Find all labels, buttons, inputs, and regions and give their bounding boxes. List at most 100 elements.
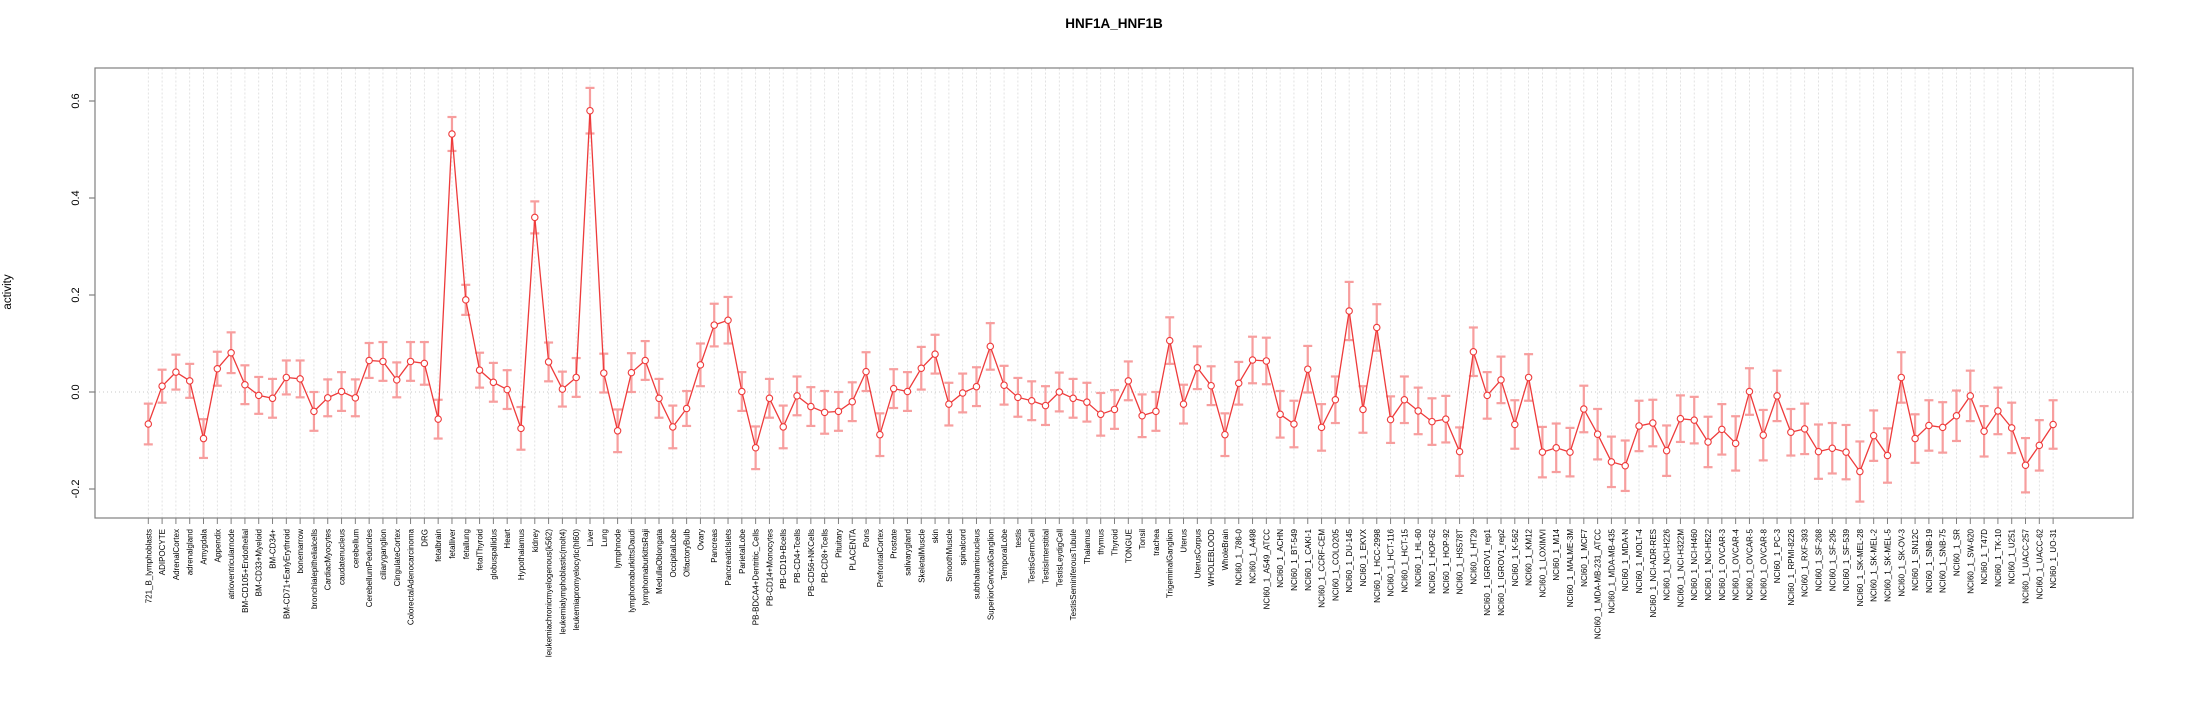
x-tick-label: Lung (600, 529, 609, 547)
data-point (1221, 430, 1229, 439)
x-tick-label: BM-CD105+Endothelial (241, 529, 250, 613)
x-tick-label: NCI60_1_MALME-3M (1566, 529, 1575, 608)
x-tick-label: CerebellumPeduncles (365, 529, 374, 607)
y-tick-label: 0.0 (70, 384, 82, 399)
data-point (779, 423, 787, 431)
data-point (1359, 405, 1367, 414)
x-tick-label: TestisSeminiferousTubule (1069, 528, 1078, 620)
data-point (1373, 323, 1381, 332)
data-point (793, 392, 801, 400)
x-tick-label: PrefrontalCortex (876, 529, 885, 587)
x-tick-label: MedullaOblongata (655, 528, 664, 593)
data-point (1400, 396, 1409, 404)
x-tick-label: thymus (1097, 529, 1106, 555)
x-tick-label: 721_B_lymphoblasts (144, 529, 153, 603)
data-point (199, 434, 208, 443)
data-point (917, 364, 926, 372)
data-point (462, 296, 470, 304)
data-point (310, 407, 318, 416)
x-tick-label: fetalliver (448, 529, 457, 559)
x-tick-label: AdrenalCortex (172, 529, 181, 580)
x-tick-label: Heart (503, 528, 512, 548)
data-point (1027, 396, 1036, 405)
data-point (1787, 428, 1795, 437)
data-point (834, 407, 843, 416)
data-point (931, 350, 939, 358)
data-point (489, 378, 498, 387)
x-tick-label: BM-CD33+Myeloid (255, 529, 264, 596)
x-tick-label: ColorectalAdenocarcinoma (407, 528, 416, 625)
x-tick-label: fetallung (462, 529, 471, 559)
x-tick-label: NCI60_1_PC-3 (1773, 528, 1782, 583)
x-tick-label: SmoothMuscle (945, 528, 954, 581)
x-tick-label: NCI60_1_RXF-393 (1801, 528, 1810, 597)
data-point (172, 368, 180, 376)
x-tick-label: NCI60_1_OVCAR-8 (1759, 528, 1768, 600)
data-point (1193, 363, 1202, 372)
data-point (1165, 336, 1174, 345)
data-point (1345, 307, 1353, 315)
x-tick-label: NCI60_1_SNB-75 (1939, 528, 1948, 593)
data-point (972, 382, 981, 391)
x-tick-label: leukemiachronicmyelogenous(k562) (545, 529, 554, 657)
data-point (627, 368, 636, 377)
data-point (1731, 439, 1740, 448)
x-tick-label: NCI60_1_MDA-MB-231_ATCC (1594, 529, 1603, 639)
x-tick-label: NCI60_1_KM12 (1525, 528, 1534, 585)
x-tick-label: NCI60_1_T47D (1980, 529, 1989, 585)
data-point (1745, 387, 1754, 396)
x-tick-label: NCI60_1_BT-549 (1290, 528, 1299, 590)
y-tick-label: 0.4 (70, 190, 82, 205)
axis-labels: -0.2 0.0 0.2 0.4 0.6 721_B_lymphoblasts ADIPOC… (70, 93, 2058, 657)
data-point (876, 430, 884, 439)
x-tick-label: OccipitalLobe (669, 528, 678, 577)
x-tick-label: Uterus (1180, 529, 1189, 553)
x-tick-label: CardiacMyocytes (324, 529, 333, 590)
data-point (1000, 381, 1008, 389)
data-point (1938, 423, 1947, 432)
data-point (586, 106, 594, 115)
x-tick-label: NCI60_1_HOP-62 (1428, 528, 1437, 593)
data-point (613, 427, 622, 435)
x-tick-label: TestisLeydigCell (1055, 529, 1064, 587)
x-tick-label: TestisInterstitial (1041, 529, 1050, 584)
data-point (1483, 391, 1491, 400)
x-tick-label: lymphnode (614, 528, 623, 568)
data-point (379, 357, 387, 366)
x-tick-label: Tonsil (1138, 529, 1147, 550)
x-tick-label: ParietalLobe (738, 528, 747, 573)
data-point (1262, 357, 1271, 365)
x-tick-label: NCI60_1_RPMI-8226 (1787, 528, 1796, 605)
x-tick-label: NCI60_1_MCF7 (1580, 528, 1589, 586)
data-point (475, 366, 484, 374)
data-point (1290, 420, 1298, 428)
data-point (600, 369, 608, 377)
x-tick-label: Prostate (890, 528, 899, 558)
x-tick-label: Pancreas (710, 529, 719, 563)
x-tick-label: fetalbrain (434, 529, 443, 562)
data-point (1152, 407, 1160, 416)
x-tick-label: NCI60_1_M14 (1552, 528, 1561, 580)
x-tick-label: testis (1014, 529, 1023, 548)
data-point (1469, 347, 1478, 356)
data-point (641, 356, 649, 365)
data-point (434, 415, 442, 423)
x-tick-label: BM-CD71+EarlyErythroid (282, 529, 291, 619)
data-point (1883, 451, 1892, 460)
data-point (1442, 415, 1450, 423)
chart-title: HNF1A_HNF1B (1065, 16, 1163, 31)
data-point (1662, 446, 1671, 455)
data-point (889, 384, 898, 393)
x-tick-label: NCI60_1_HOP-92 (1442, 528, 1451, 593)
x-tick-label: NCI60_1_SNB-19 (1925, 528, 1934, 593)
x-tick-label: kidney (531, 529, 540, 552)
data-point (1676, 414, 1685, 423)
data-point (144, 420, 153, 428)
data-point (1994, 407, 2002, 415)
data-point (282, 373, 291, 382)
x-tick-label: NCI60_1_CAKI-1 (1304, 528, 1313, 590)
data-point (1952, 412, 1961, 420)
data-point (1635, 422, 1643, 430)
data-point (1966, 392, 1975, 400)
